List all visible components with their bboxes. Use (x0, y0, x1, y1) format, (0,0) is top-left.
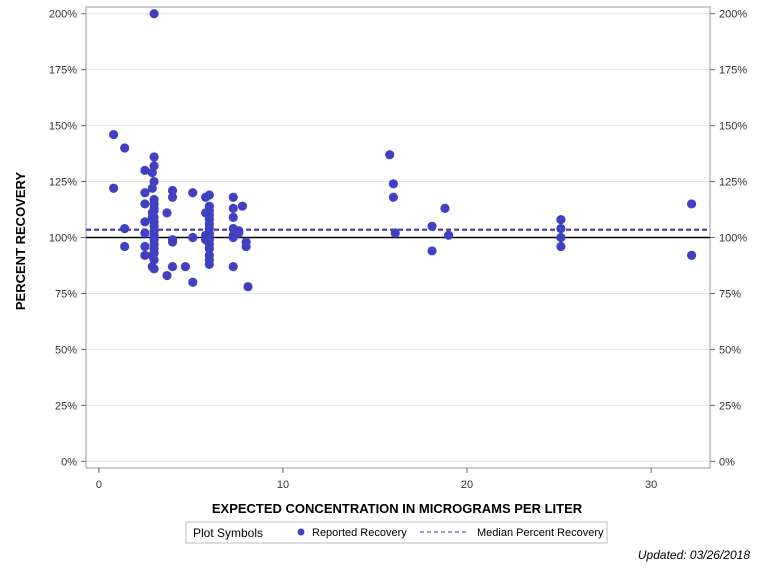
reported-recovery-point (162, 208, 172, 218)
reported-recovery-point (241, 241, 251, 252)
reported-recovery-point (162, 270, 172, 281)
x-tick-label: 10 (277, 479, 289, 491)
reported-recovery-point (167, 185, 178, 196)
reported-recovery-point (140, 188, 150, 198)
y-tick-label-left: 100% (49, 233, 77, 245)
reported-recovery-point (149, 255, 159, 265)
reported-recovery-point (188, 188, 198, 198)
reported-recovery-point (140, 217, 150, 227)
reported-recovery-point (188, 277, 198, 287)
reported-recovery-point (390, 228, 400, 238)
reported-recovery-point (167, 192, 178, 202)
y-tick-label-right: 75% (719, 288, 741, 300)
reported-recovery-point (120, 223, 130, 234)
reported-recovery-point (228, 212, 238, 222)
y-tick-label-left: 125% (49, 177, 77, 189)
reported-recovery-point (388, 179, 398, 189)
y-tick-label-right: 0% (719, 456, 735, 468)
x-axis-title: EXPECTED CONCENTRATION IN MICROGRAMS PER… (212, 501, 583, 516)
reported-recovery-point (140, 165, 150, 175)
reported-recovery-point (427, 246, 437, 256)
reported-recovery-point (204, 190, 214, 200)
axis-ticks: 0% 0% 25% 25% 50% 50% 75% 75% 100% 100% 125% 125% 15… (49, 9, 747, 491)
reported-recovery-point (109, 129, 119, 140)
updated-date: Updated: 03/26/2018 (637, 548, 750, 562)
reported-recovery-point (556, 223, 566, 234)
reported-recovery-point (204, 259, 214, 269)
reported-recovery-point (556, 232, 566, 243)
x-tick-label: 30 (645, 479, 657, 491)
reported-recovery-point (228, 192, 238, 202)
reported-recovery-point (167, 261, 178, 272)
reported-recovery-point (686, 250, 697, 261)
reported-recovery-point (234, 228, 244, 238)
legend: Plot Symbols Reported Recovery Median Pe… (185, 521, 608, 544)
y-tick-label-right: 200% (719, 9, 747, 21)
reported-recovery-point (149, 248, 159, 258)
reported-recovery-point (228, 203, 238, 214)
reported-recovery-point (167, 237, 178, 247)
y-tick-label-right: 175% (719, 65, 747, 77)
y-tick-label-left: 0% (61, 456, 77, 468)
data-points (109, 9, 697, 292)
y-tick-label-right: 50% (719, 344, 741, 356)
y-tick-label-left: 75% (55, 288, 77, 300)
reported-recovery-point (140, 250, 150, 261)
reported-recovery-point (149, 206, 159, 216)
reported-recovery-point (444, 230, 454, 240)
reported-recovery-point (243, 282, 253, 292)
reported-recovery-point (149, 9, 159, 19)
y-tick-label-left: 150% (49, 121, 77, 133)
reported-recovery-point (228, 261, 238, 272)
reported-recovery-point (385, 150, 395, 160)
reported-recovery-point (149, 161, 159, 171)
y-tick-label-right: 25% (719, 400, 741, 412)
reported-recovery-point (149, 176, 159, 187)
legend-box (185, 521, 608, 544)
x-tick-label: 20 (461, 479, 473, 491)
reported-recovery-point (140, 241, 150, 252)
y-tick-label-right: 125% (719, 177, 747, 189)
reported-recovery-point (140, 228, 150, 238)
reported-recovery-point (140, 199, 150, 209)
y-tick-label-left: 25% (55, 400, 77, 412)
reported-recovery-point (188, 232, 198, 243)
reported-recovery-point (388, 192, 398, 202)
reported-recovery-point (237, 201, 248, 211)
reported-recovery-point (427, 221, 437, 231)
y-tick-label-right: 100% (719, 233, 747, 245)
reported-recovery-point (109, 183, 119, 193)
reported-recovery-point (149, 152, 159, 162)
legend-title: Plot Symbols (193, 526, 263, 540)
reported-recovery-point (204, 244, 214, 254)
legend-entry-median-percent-recovery: Median Percent Recovery (477, 527, 604, 539)
y-tick-label-left: 50% (55, 344, 77, 356)
x-tick-label: 0 (96, 479, 102, 491)
reported-recovery-point (686, 199, 697, 209)
reported-recovery-point (149, 264, 159, 274)
y-tick-label-right: 150% (719, 121, 747, 133)
legend-entry-reported-recovery: Reported Recovery (312, 527, 407, 539)
reported-recovery-point (120, 143, 130, 153)
reported-recovery-point (556, 214, 566, 225)
y-tick-label-left: 200% (49, 9, 77, 21)
reported-recovery-point (180, 261, 190, 272)
reported-recovery-point (556, 241, 566, 252)
reported-recovery-point (120, 241, 130, 252)
y-tick-label-left: 175% (49, 65, 77, 77)
reported-recovery-point (440, 203, 450, 214)
legend-marker-icon (297, 528, 305, 536)
y-axis-title: PERCENT RECOVERY (13, 172, 28, 311)
